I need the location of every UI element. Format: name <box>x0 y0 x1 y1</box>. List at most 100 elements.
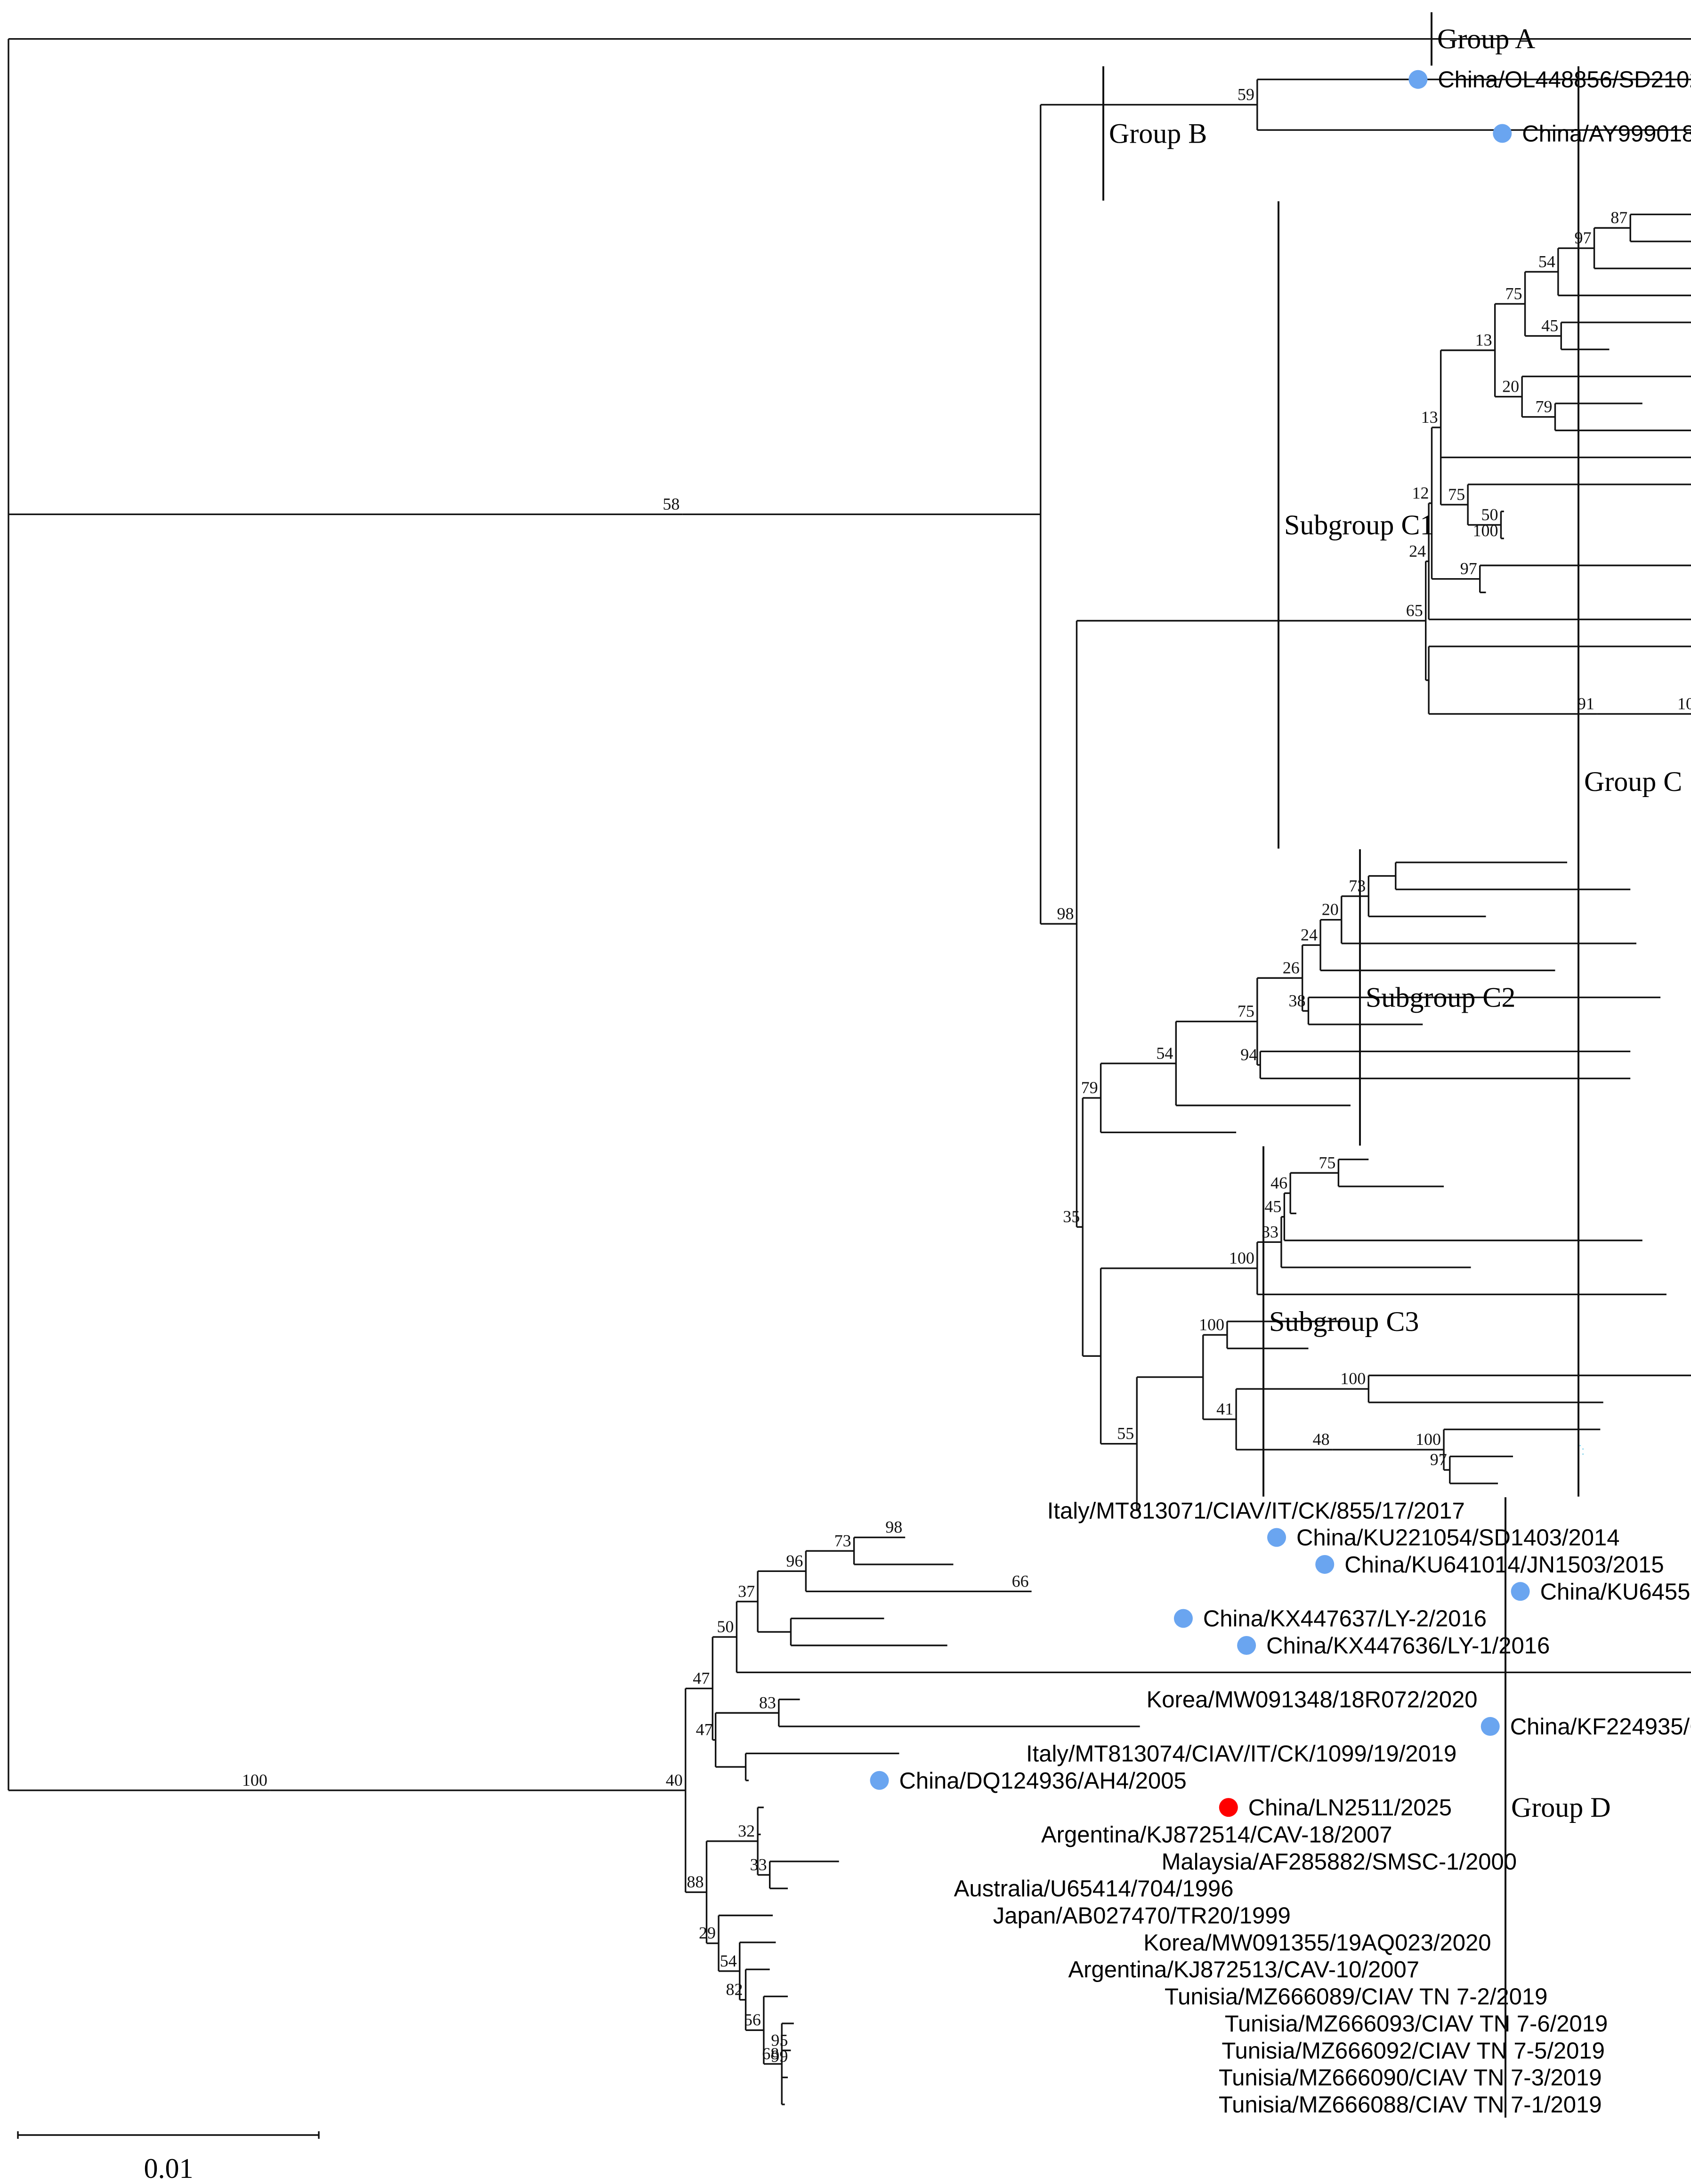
bootstrap-69: 56 <box>744 2010 761 2029</box>
bootstrap-63: 88 <box>687 1872 704 1891</box>
blue-marker-60 <box>1237 1636 1256 1655</box>
bootstrap-46: 100 <box>1199 1315 1224 1334</box>
bootstrap-33: 75 <box>1238 1002 1254 1021</box>
leaf-markers <box>870 70 1530 1817</box>
bootstrap-56: 37 <box>738 1582 755 1601</box>
bootstrap-23: 91 <box>1578 694 1594 713</box>
group-label-2: Subgroup C1 <box>1284 509 1434 540</box>
bootstrap-66: 29 <box>699 1924 716 1942</box>
bootstrap-16: 45 <box>1541 316 1558 335</box>
leaf-label-56: China/KU221054/SD1403/2014 <box>1296 1525 1620 1551</box>
leaf-label-74: Tunisia/MZ666093/CIAV TN 7-6/2019 <box>1225 2011 1608 2037</box>
bootstrap-43: 46 <box>1270 1173 1287 1192</box>
bootstrap-60: 66 <box>1012 1572 1029 1590</box>
leaf-label-58: China/KU645517/SD1513/2015 <box>1540 1579 1691 1604</box>
blue-marker-2 <box>1408 70 1428 89</box>
bootstrap-38: 38 <box>1288 991 1305 1010</box>
group-brackets: Group A Group B Subgroup C1 Subgroup C2 Subg… <box>1102 12 1682 2118</box>
bootstrap-20: 50 <box>1481 505 1498 524</box>
bootstrap-9: 12 <box>1412 484 1429 502</box>
bootstrap-67: 54 <box>720 1951 737 1970</box>
bootstrap-12: 75 <box>1505 284 1522 303</box>
blue-marker-63 <box>1481 1717 1500 1736</box>
bootstrap-35: 24 <box>1301 925 1318 944</box>
bootstrap-71: 95 <box>771 2031 788 2049</box>
faint-mark-1: . <box>1578 1435 1582 1449</box>
bootstrap-42: 45 <box>1264 1197 1281 1216</box>
red-marker-66 <box>1219 1798 1238 1817</box>
bootstrap-2: 59 <box>1238 85 1254 104</box>
faint-mark-2: : <box>1581 1443 1585 1458</box>
leaf-label-59: China/KX447637/LY-2/2016 <box>1203 1606 1487 1632</box>
group-label-6: Group D <box>1511 1792 1611 1823</box>
bootstrap-55: 50 <box>717 1617 734 1636</box>
leaf-label-77: Tunisia/MZ666088/CIAV TN 7-1/2019 <box>1219 2092 1602 2118</box>
bootstrap-52: 100 <box>242 1771 267 1789</box>
bootstrap-19: 75 <box>1448 485 1465 504</box>
blue-marker-4 <box>1493 124 1512 143</box>
group-label-3: Subgroup C2 <box>1366 982 1515 1013</box>
leaf-label-75: Tunisia/MZ666092/CIAV TN 7-5/2019 <box>1222 2038 1604 2063</box>
leaf-label-60: China/KX447636/LY-1/2016 <box>1266 1633 1550 1659</box>
bootstrap-48: 100 <box>1340 1369 1366 1388</box>
bootstrap-21: 100 <box>1473 521 1498 540</box>
leaf-label-76: Tunisia/MZ666090/CIAV TN 7-3/2019 <box>1219 2065 1602 2091</box>
tree-branches <box>8 38 1691 2105</box>
leaf-label-68: Malaysia/AF285882/SMSC-1/2000 <box>1162 1849 1517 1875</box>
bootstrap-39: 94 <box>1240 1045 1257 1064</box>
bootstrap-24: 100 <box>1677 694 1691 713</box>
leaf-label-2: China/OL448856/SD2102/2021 <box>1438 67 1691 93</box>
blue-marker-65 <box>870 1771 889 1790</box>
bootstrap-7: 65 <box>1406 601 1423 620</box>
bootstrap-47: 41 <box>1216 1400 1233 1418</box>
bootstrap-62: 83 <box>759 1693 776 1712</box>
leaf-label-62: Korea/MW091348/18R072/2020 <box>1147 1687 1478 1713</box>
group-label-4: Subgroup C3 <box>1269 1306 1419 1337</box>
bootstrap-70: 68 <box>762 2044 779 2063</box>
leaf-label-66: China/LN2511/2025 <box>1248 1795 1452 1821</box>
bootstrap-57: 96 <box>786 1551 803 1570</box>
bootstrap-18: 79 <box>1535 397 1552 416</box>
bootstrap-65: 33 <box>750 1855 767 1874</box>
leaf-label-71: Korea/MW091355/19AQ023/2020 <box>1143 1930 1491 1956</box>
leaf-labels: Australia/AF227982/CAU269/7/2000Australi… <box>899 67 1691 2118</box>
bootstrap-10: 13 <box>1421 408 1438 427</box>
group-label-5: Group C <box>1584 766 1682 797</box>
bootstrap-54: 47 <box>693 1668 710 1687</box>
bootstrap-34: 26 <box>1283 958 1300 977</box>
scale-bar: 0.01 <box>17 2131 320 2184</box>
bootstrap-51: 97 <box>1430 1450 1447 1469</box>
bootstrap-14: 97 <box>1575 228 1592 247</box>
blue-marker-59 <box>1173 1609 1193 1628</box>
leaf-label-55: Italy/MT813071/CIAV/IT/CK/855/17/2017 <box>1047 1498 1465 1523</box>
bootstrap-61: 47 <box>696 1720 713 1739</box>
bootstrap-31: 79 <box>1081 1078 1098 1097</box>
leaf-label-65: China/DQ124936/AH4/2005 <box>899 1768 1187 1794</box>
bootstrap-72: 99 <box>771 2047 788 2065</box>
bootstrap-45: 55 <box>1117 1424 1134 1443</box>
bootstrap-17: 20 <box>1502 377 1519 396</box>
bootstrap-50: 100 <box>1416 1430 1441 1449</box>
leaf-label-67: Argentina/KJ872514/CAV-18/2007 <box>1041 1822 1392 1847</box>
leaf-label-64: Italy/MT813074/CIAV/IT/CK/1099/19/2019 <box>1026 1741 1456 1766</box>
bootstrap-44: 75 <box>1319 1153 1335 1172</box>
bootstrap-37: 73 <box>1349 877 1366 895</box>
bootstrap-49: 48 <box>1313 1430 1330 1449</box>
bootstrap-59: 98 <box>885 1518 902 1537</box>
group-label-0: Group A <box>1437 24 1535 55</box>
leaf-label-70: Japan/AB027470/TR20/1999 <box>993 1903 1291 1929</box>
leaf-label-73: Tunisia/MZ666089/CIAV TN 7-2/2019 <box>1165 1984 1547 2010</box>
bootstrap-6: 98 <box>1057 904 1074 923</box>
group-label-1: Group B <box>1109 118 1207 149</box>
leaf-label-63: China/KF224935/GD-K-12/2012 <box>1510 1714 1691 1740</box>
bootstrap-40: 100 <box>1229 1249 1254 1267</box>
bootstrap-58: 73 <box>834 1531 851 1550</box>
leaf-label-69: Australia/U65414/704/1996 <box>954 1876 1234 1902</box>
blue-marker-56 <box>1267 1528 1286 1547</box>
bootstrap-11: 13 <box>1475 330 1492 349</box>
blue-marker-57 <box>1315 1555 1335 1574</box>
bootstrap-values: 1005859866910098652412131375549787452079… <box>242 85 1691 2065</box>
leaf-label-4: China/AY999018/SD24/2005 <box>1522 121 1691 146</box>
bootstrap-30: 35 <box>1063 1207 1080 1226</box>
